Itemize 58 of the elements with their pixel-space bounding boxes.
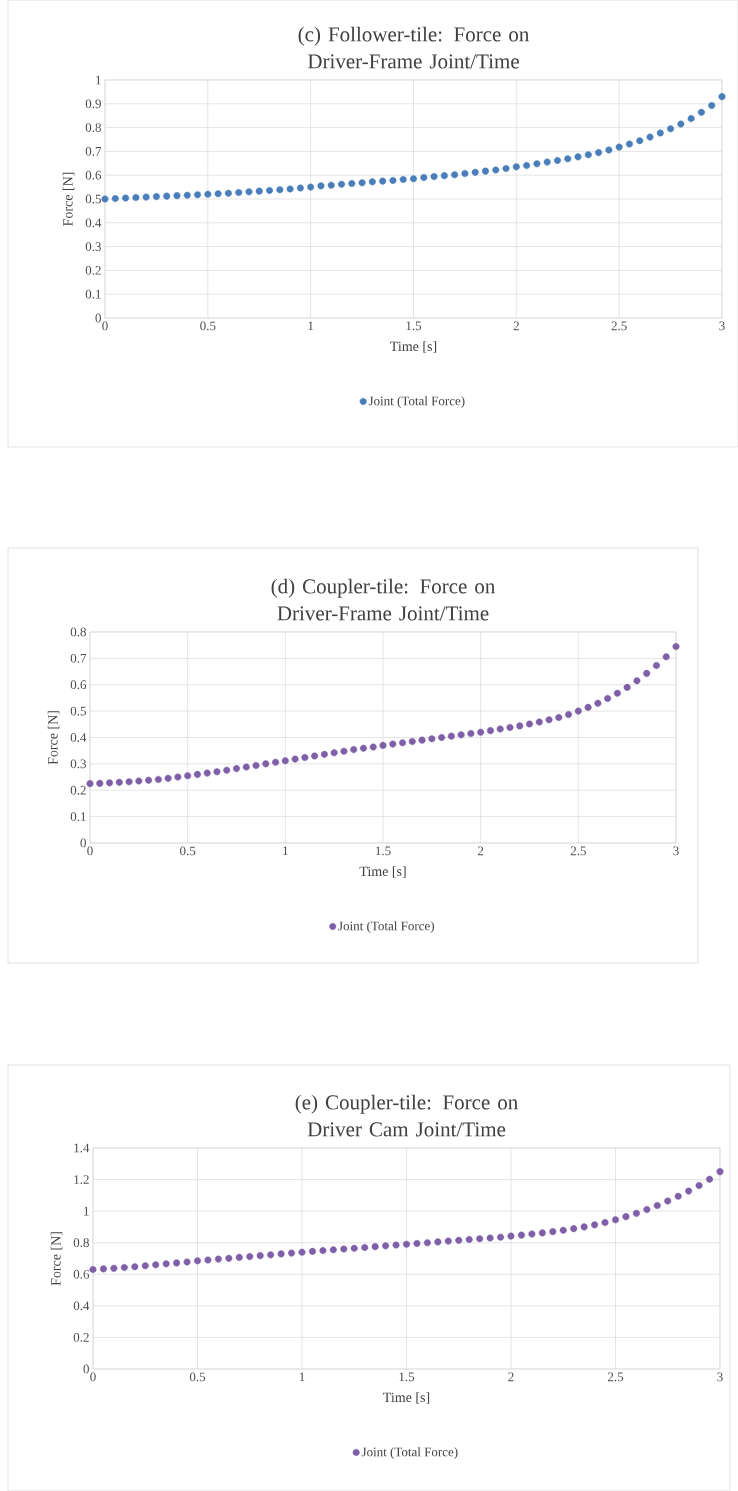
y-tick-label: 0.3 (70, 759, 86, 769)
x-tick-label: 2.5 (570, 846, 586, 856)
y-tick-label: 1.2 (74, 1175, 89, 1184)
y-tick-label: 0.4 (70, 733, 87, 742)
y-tick-label: 0.7 (85, 146, 102, 156)
y-tick-label: 0 (80, 838, 86, 848)
x-axis-title: Time [s] (390, 341, 437, 353)
x-tick-label: 2 (513, 321, 519, 331)
y-tick-label: 0.5 (70, 706, 86, 716)
y-tick-label: 0.2 (85, 265, 101, 275)
y-tick-label: 0.3 (85, 242, 101, 252)
legend-label: Joint (Total Force) (338, 921, 435, 933)
x-tick-label: 2 (508, 1372, 514, 1382)
x-tick-label: 1.5 (406, 321, 422, 331)
chart-title: (e) Coupler-tile: Force on Driver Cam Joint/Time (295, 1094, 518, 1137)
y-tick-label: 0 (83, 1364, 89, 1374)
y-tick-label: 0.8 (85, 123, 101, 133)
y-tick-label: 0.5 (85, 194, 101, 204)
x-axis-title: Time [s] (383, 1392, 430, 1404)
x-tick-label: 3 (717, 1372, 723, 1382)
y-axis-title: Force [N] (50, 1232, 63, 1286)
legend-label: Joint (Total Force) (361, 1447, 458, 1459)
y-tick-label: 0.2 (73, 1333, 89, 1342)
x-tick-label: 0.5 (200, 321, 216, 331)
y-tick-label: 0.9 (85, 99, 101, 109)
legend-label: Joint (Total Force) (368, 396, 465, 408)
x-tick-label: 1.5 (376, 846, 391, 856)
y-tick-label: 0.7 (70, 653, 87, 663)
x-tick-label: 3 (719, 321, 725, 331)
y-axis-title: Force [N] (47, 711, 60, 765)
y-tick-label: 0.8 (73, 1238, 89, 1248)
y-tick-label: 0.6 (73, 1269, 90, 1279)
y-tick-label: 0.2 (70, 785, 86, 795)
x-tick-label: 1 (299, 1372, 305, 1382)
y-tick-label: 0.1 (70, 812, 86, 822)
x-tick-label: 2.5 (607, 1372, 624, 1382)
y-tick-label: 0.1 (85, 289, 101, 299)
y-tick-label: 0.4 (73, 1301, 90, 1311)
x-tick-label: 0.5 (180, 846, 196, 856)
y-tick-label: 0.8 (70, 627, 86, 637)
x-tick-label: 3 (673, 846, 679, 856)
y-tick-label: 0.6 (70, 680, 87, 690)
y-tick-label: 1 (96, 75, 101, 85)
y-tick-label: 0 (95, 313, 101, 323)
x-tick-label: 2 (477, 846, 484, 856)
x-tick-label: 1.5 (399, 1372, 415, 1382)
x-tick-label: 1 (308, 321, 314, 331)
chart-title: (c) Follower-tile: Force on Driver-Frame Joint/Time (298, 26, 530, 69)
y-tick-label: 0.4 (85, 218, 102, 228)
y-tick-label: 0.6 (85, 170, 102, 180)
y-tick-label: 1 (84, 1206, 89, 1216)
chart-title: (d) Coupler-tile: Force on Driver-Frame Joint/Time (271, 578, 496, 621)
x-tick-label: 2.5 (611, 321, 627, 331)
y-axis-title: Force [N] (62, 172, 75, 226)
y-tick-label: 1.4 (74, 1143, 90, 1153)
x-tick-label: 0.5 (189, 1372, 206, 1382)
x-tick-label: 1 (283, 846, 288, 856)
x-axis-title: Time [s] (359, 866, 406, 878)
